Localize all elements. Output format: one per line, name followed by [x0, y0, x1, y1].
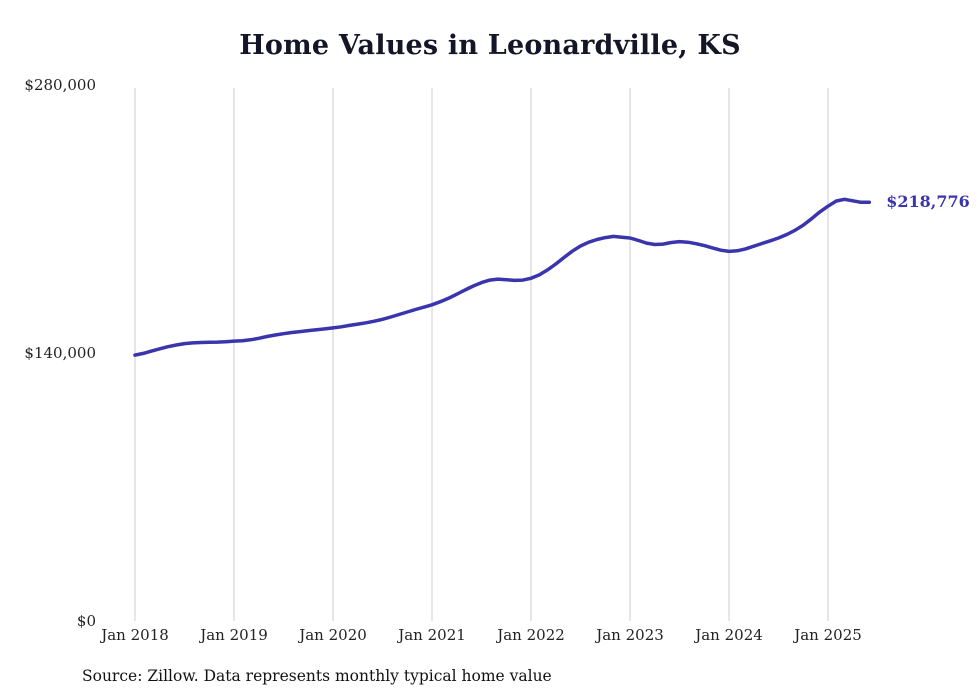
source-text: Source: Zillow. Data represents monthly …: [82, 667, 552, 685]
x-axis-tick-label: Jan 2018: [101, 626, 169, 644]
x-axis-tick-label: Jan 2020: [299, 626, 367, 644]
x-axis-tick-label: Jan 2019: [200, 626, 268, 644]
x-axis-tick-label: Jan 2025: [794, 626, 862, 644]
latest-value-label: $218,776: [886, 192, 970, 212]
x-axis-tick-label: Jan 2023: [596, 626, 664, 644]
chart-title: Home Values in Leonardville, KS: [239, 30, 741, 61]
home-value-series-line: [133, 197, 872, 357]
y-axis-tick-label: $0: [76, 612, 96, 630]
x-axis-tick-label: Jan 2021: [398, 626, 466, 644]
y-axis-tick-label: $280,000: [24, 76, 96, 94]
x-axis-tick-label: Jan 2024: [695, 626, 763, 644]
y-axis-tick-label: $140,000: [24, 344, 96, 362]
x-axis-tick-label: Jan 2022: [497, 626, 565, 644]
